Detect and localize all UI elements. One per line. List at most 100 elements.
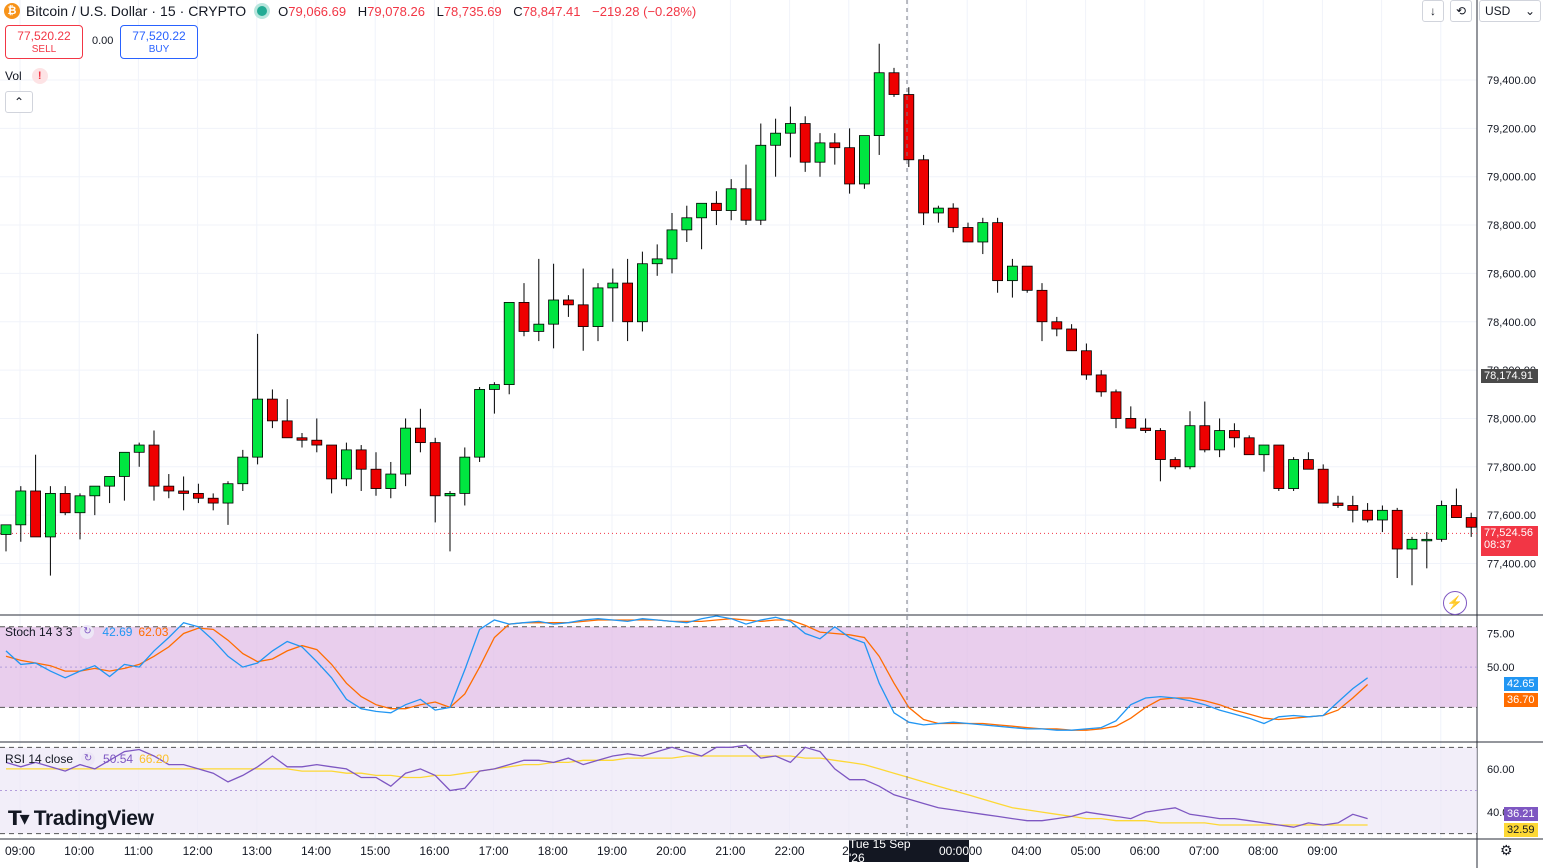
candle-body bbox=[133, 444, 145, 453]
candle-body bbox=[1377, 509, 1388, 521]
candle-body bbox=[178, 490, 190, 494]
logo-text: TradingView bbox=[33, 806, 154, 830]
candle-body bbox=[1214, 430, 1225, 451]
currency-value: USD bbox=[1485, 4, 1511, 18]
candle-body bbox=[503, 302, 515, 386]
candle-body bbox=[340, 449, 352, 480]
candle-body bbox=[992, 222, 1003, 282]
candle-body bbox=[252, 398, 264, 458]
open-value: 79,066.69 bbox=[288, 3, 347, 19]
tradingview-icon: 𝗧▾ bbox=[8, 808, 30, 830]
stoch-tick-label: 75.00 bbox=[1487, 628, 1515, 640]
candle-body bbox=[1007, 265, 1018, 282]
candle-body bbox=[1421, 538, 1433, 542]
tradingview-logo[interactable]: 𝗧▾ TradingView bbox=[8, 806, 154, 831]
candle-body bbox=[1021, 265, 1033, 291]
warning-icon[interactable]: ! bbox=[31, 68, 48, 84]
candle-body bbox=[1303, 459, 1314, 470]
candle-body bbox=[1317, 468, 1329, 504]
candle-body bbox=[725, 188, 737, 211]
candle-body bbox=[1465, 517, 1477, 528]
symbol-name[interactable]: Bitcoin / U.S. Dollar bbox=[26, 3, 148, 19]
candle-body bbox=[1169, 459, 1181, 468]
candle-body bbox=[903, 94, 915, 161]
candle-body bbox=[237, 456, 249, 485]
volume-legend[interactable]: Vol ! bbox=[5, 68, 48, 84]
candle-body bbox=[933, 207, 944, 214]
time-tick-label: 10:00 bbox=[64, 844, 95, 858]
sell-button[interactable]: 77,520.22 SELL bbox=[5, 25, 83, 59]
candle-body bbox=[281, 420, 293, 439]
chevron-down-icon: ⌄ bbox=[1524, 4, 1535, 18]
candle-body bbox=[1125, 418, 1137, 429]
time-tick-label: 21:00 bbox=[715, 844, 746, 858]
candle-body bbox=[429, 442, 441, 497]
time-tick-label: 20:00 bbox=[656, 844, 687, 858]
time-tick-label: 06:00 bbox=[1129, 844, 1160, 858]
crosshair-date: Tue 15 Sep '26 bbox=[849, 837, 911, 865]
candle-body bbox=[0, 524, 12, 535]
candle-body bbox=[977, 222, 989, 243]
candle-body bbox=[59, 492, 71, 514]
candle-body bbox=[681, 217, 693, 231]
sell-price: 77,520.22 bbox=[17, 29, 71, 43]
price-tick-label: 78,600.00 bbox=[1487, 268, 1536, 280]
buy-button[interactable]: 77,520.22 BUY bbox=[120, 25, 198, 59]
rsi-value: 50.54 bbox=[103, 752, 134, 766]
candle-body bbox=[1199, 425, 1211, 451]
candle-body bbox=[1051, 321, 1063, 330]
candle-body bbox=[533, 323, 545, 332]
candle-body bbox=[104, 476, 115, 487]
last-price-tag: 77,524.56 08:37 bbox=[1481, 526, 1538, 556]
fullscreen-icon[interactable]: ⟲ bbox=[1450, 0, 1472, 22]
candle-body bbox=[1110, 391, 1122, 419]
candle-body bbox=[1066, 328, 1077, 352]
collapse-legend-button[interactable]: ⌃ bbox=[5, 91, 33, 113]
gear-icon[interactable]: ⚙ bbox=[1500, 842, 1513, 858]
currency-select[interactable]: USD ⌄ bbox=[1479, 0, 1541, 22]
rsi-ma-value: 66.20 bbox=[139, 752, 170, 766]
candle-body bbox=[563, 299, 574, 306]
candle-body bbox=[1347, 505, 1359, 511]
candle-body bbox=[400, 427, 412, 475]
candle-body bbox=[1184, 425, 1196, 468]
candle-body bbox=[1155, 430, 1166, 460]
last-price: 77,524.56 bbox=[1484, 527, 1533, 539]
time-tick-label: 09:00 bbox=[1307, 844, 1338, 858]
candle-body bbox=[1229, 430, 1240, 439]
candle-body bbox=[637, 263, 648, 323]
time-tick-label: 13:00 bbox=[241, 844, 272, 858]
time-tick-label: 08:00 bbox=[1248, 844, 1279, 858]
candle-body bbox=[370, 468, 382, 489]
candle-body bbox=[622, 282, 633, 323]
candle-body bbox=[799, 123, 811, 163]
candle-body bbox=[444, 492, 456, 497]
rsi-tag: 36.21 bbox=[1504, 807, 1538, 821]
price-tick-label: 79,200.00 bbox=[1487, 123, 1536, 135]
candle-body bbox=[577, 304, 589, 327]
time-tick-label: 11:00 bbox=[123, 844, 153, 858]
candle-body bbox=[666, 229, 678, 260]
chevron-up-icon: ⌃ bbox=[13, 95, 25, 109]
candle-body bbox=[1095, 374, 1107, 393]
loading-icon: ↻ bbox=[80, 625, 95, 639]
candle-body bbox=[770, 132, 781, 146]
price-tick-label: 78,800.00 bbox=[1487, 220, 1536, 232]
time-tick-label: 16:00 bbox=[419, 844, 450, 858]
candle-body bbox=[962, 227, 974, 243]
download-icon[interactable]: ↓ bbox=[1422, 0, 1444, 22]
time-tick-label: 22:00 bbox=[774, 844, 805, 858]
candle-body bbox=[266, 398, 278, 422]
symbol-legend: ₿ Bitcoin / U.S. Dollar · 15 · CRYPTO O7… bbox=[0, 0, 704, 22]
time-tick-label: 07:00 bbox=[1188, 844, 1220, 858]
rsi-legend[interactable]: RSI 14 close ↻ 50.54 66.20 bbox=[5, 752, 169, 766]
candle-body bbox=[89, 485, 101, 497]
lightning-icon[interactable]: ⚡ bbox=[1443, 591, 1467, 615]
candle-body bbox=[1036, 289, 1048, 323]
stoch-legend[interactable]: Stoch 14 3 3 ↻ 42.69 62.03 bbox=[5, 625, 168, 639]
candle-body bbox=[1451, 505, 1462, 518]
market-status-icon bbox=[254, 3, 271, 19]
candle-body bbox=[311, 439, 323, 446]
interval[interactable]: 15 bbox=[160, 3, 176, 19]
